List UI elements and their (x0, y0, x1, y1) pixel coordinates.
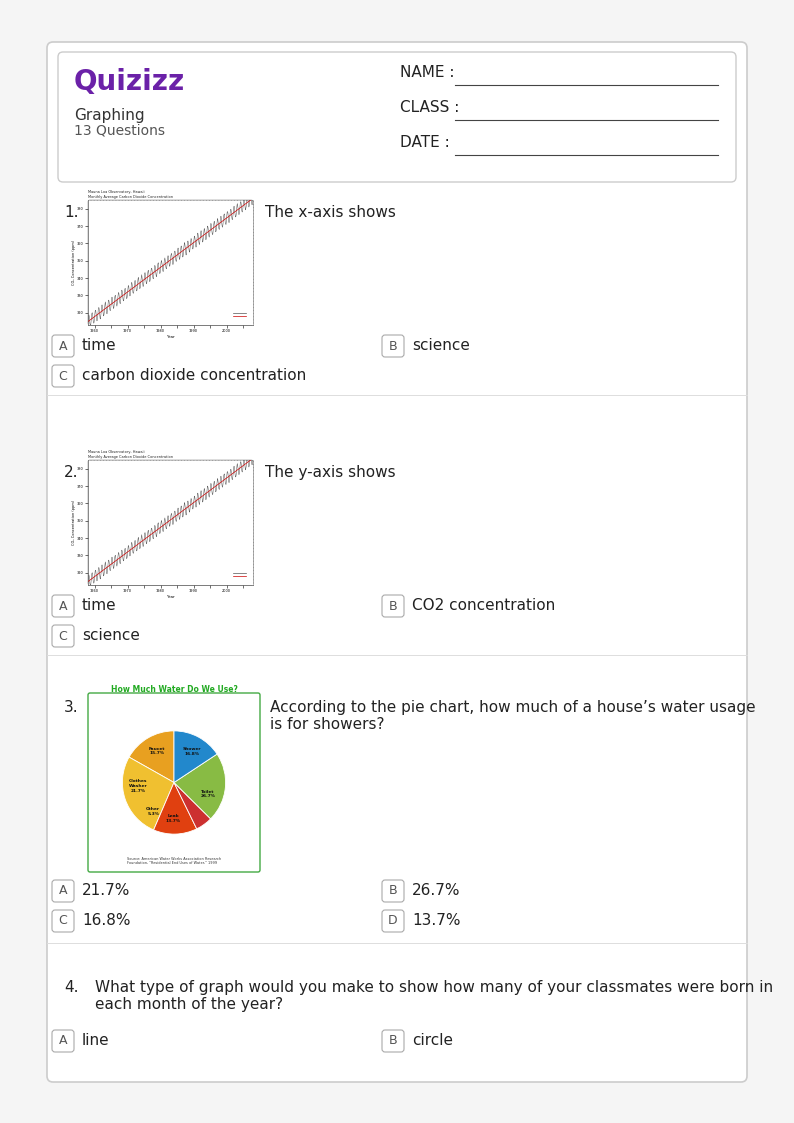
Text: Clothes
Washer
21.7%: Clothes Washer 21.7% (129, 779, 148, 793)
Text: The x-axis shows: The x-axis shows (265, 206, 396, 220)
Text: NAME :: NAME : (400, 65, 454, 80)
Text: circle: circle (412, 1033, 453, 1048)
FancyBboxPatch shape (382, 1030, 404, 1052)
Text: is for showers?: is for showers? (270, 716, 384, 732)
Y-axis label: CO₂ Concentration (ppm): CO₂ Concentration (ppm) (71, 500, 75, 545)
FancyBboxPatch shape (52, 595, 74, 617)
Text: According to the pie chart, how much of a house’s water usage: According to the pie chart, how much of … (270, 700, 756, 715)
Wedge shape (174, 783, 210, 829)
Title: How Much Water Do We Use?: How Much Water Do We Use? (110, 685, 237, 694)
X-axis label: Year: Year (166, 594, 175, 599)
Text: science: science (82, 628, 140, 643)
Text: A: A (59, 1034, 67, 1048)
Text: time: time (82, 338, 117, 353)
Text: line: line (82, 1033, 110, 1048)
Text: 16.8%: 16.8% (82, 913, 130, 928)
Text: 26.7%: 26.7% (412, 883, 461, 898)
FancyBboxPatch shape (52, 1030, 74, 1052)
Text: B: B (389, 339, 397, 353)
Text: A: A (59, 339, 67, 353)
Wedge shape (129, 731, 174, 783)
FancyBboxPatch shape (382, 880, 404, 902)
Wedge shape (174, 754, 225, 819)
X-axis label: Year: Year (166, 335, 175, 338)
Text: D: D (388, 914, 398, 928)
Wedge shape (174, 731, 217, 783)
Text: Mauna Loa Observatory, Hawaii
Monthly Average Carbon Dioxide Concentration: Mauna Loa Observatory, Hawaii Monthly Av… (88, 190, 173, 199)
Text: science: science (412, 338, 470, 353)
Text: The y-axis shows: The y-axis shows (265, 465, 395, 480)
Text: B: B (389, 600, 397, 612)
Wedge shape (122, 757, 174, 830)
Wedge shape (153, 783, 197, 834)
Text: 1.: 1. (64, 206, 79, 220)
FancyBboxPatch shape (52, 335, 74, 357)
FancyBboxPatch shape (47, 42, 747, 1081)
FancyBboxPatch shape (88, 460, 253, 585)
FancyBboxPatch shape (52, 880, 74, 902)
Text: 4.: 4. (64, 980, 79, 995)
Text: C: C (59, 369, 67, 383)
Text: C: C (59, 914, 67, 928)
Text: CLASS :: CLASS : (400, 100, 460, 115)
FancyBboxPatch shape (88, 693, 260, 871)
Text: DATE :: DATE : (400, 135, 449, 150)
Text: Quizizz: Quizizz (74, 69, 185, 95)
FancyBboxPatch shape (58, 52, 736, 182)
Text: 21.7%: 21.7% (82, 883, 130, 898)
Text: each month of the year?: each month of the year? (95, 997, 283, 1012)
Text: Other
5.3%: Other 5.3% (146, 807, 160, 816)
Text: carbon dioxide concentration: carbon dioxide concentration (82, 368, 306, 383)
Y-axis label: CO₂ Concentration (ppm): CO₂ Concentration (ppm) (71, 240, 75, 285)
Text: Faucet
15.7%: Faucet 15.7% (148, 747, 165, 756)
Text: Graphing: Graphing (74, 108, 145, 124)
Text: B: B (389, 1034, 397, 1048)
Text: 13.7%: 13.7% (412, 913, 461, 928)
Text: Source: American Water Works Association Research
Foundation, "Residential End U: Source: American Water Works Association… (127, 857, 221, 866)
Text: 13 Questions: 13 Questions (74, 124, 165, 138)
Text: 2.: 2. (64, 465, 79, 480)
FancyBboxPatch shape (52, 365, 74, 387)
Text: 3.: 3. (64, 700, 79, 715)
Text: C: C (59, 630, 67, 642)
Text: What type of graph would you make to show how many of your classmates were born : What type of graph would you make to sho… (95, 980, 773, 995)
FancyBboxPatch shape (382, 595, 404, 617)
FancyBboxPatch shape (52, 626, 74, 647)
FancyBboxPatch shape (382, 910, 404, 932)
FancyBboxPatch shape (382, 335, 404, 357)
Text: B: B (389, 885, 397, 897)
Text: A: A (59, 600, 67, 612)
Text: A: A (59, 885, 67, 897)
Text: Shower
16.8%: Shower 16.8% (183, 747, 202, 756)
FancyBboxPatch shape (52, 910, 74, 932)
Text: time: time (82, 599, 117, 613)
Text: Mauna Loa Observatory, Hawaii
Monthly Average Carbon Dioxide Concentration: Mauna Loa Observatory, Hawaii Monthly Av… (88, 450, 173, 459)
Text: CO2 concentration: CO2 concentration (412, 599, 555, 613)
Text: Leak
13.7%: Leak 13.7% (165, 814, 181, 822)
FancyBboxPatch shape (88, 200, 253, 325)
Text: Toilet
26.7%: Toilet 26.7% (200, 789, 215, 798)
